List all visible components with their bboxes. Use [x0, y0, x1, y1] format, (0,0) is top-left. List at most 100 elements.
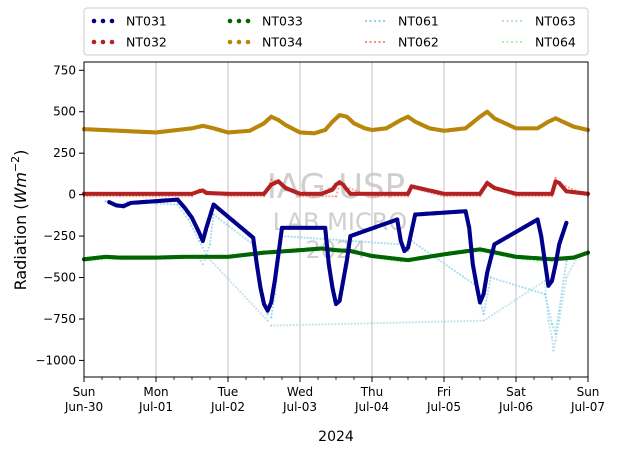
data-point — [216, 266, 219, 270]
data-point — [563, 289, 566, 292]
legend-entry-NT034: NT034 — [227, 35, 303, 50]
data-point — [209, 239, 212, 243]
data-point — [414, 321, 418, 324]
data-point — [313, 237, 316, 240]
data-point — [232, 283, 235, 286]
data-point — [560, 296, 563, 299]
data-point — [309, 236, 312, 240]
data-point — [518, 296, 521, 299]
data-point — [305, 323, 308, 326]
data-point — [166, 202, 169, 206]
data-point — [292, 323, 295, 327]
data-point — [564, 266, 567, 269]
data-point — [482, 319, 485, 322]
legend-marker — [245, 18, 251, 24]
legend-marker — [501, 19, 505, 23]
y-tick-label: 250 — [53, 146, 76, 160]
data-point — [225, 223, 228, 226]
data-point — [504, 305, 507, 308]
legend-marker — [245, 39, 251, 45]
data-point — [271, 306, 274, 309]
y-tick-label: 750 — [53, 63, 76, 77]
data-point — [453, 269, 456, 272]
data-point — [185, 215, 188, 218]
data-point — [459, 273, 462, 276]
data-point — [440, 320, 443, 323]
data-point — [364, 240, 367, 244]
data-point — [199, 243, 203, 246]
data-point — [341, 239, 345, 242]
data-point — [524, 292, 527, 295]
legend-marker — [236, 18, 242, 24]
legend-entry-NT031: NT031 — [91, 14, 167, 29]
legend-marker — [373, 19, 377, 23]
data-point — [486, 293, 489, 296]
data-point — [559, 312, 562, 316]
data-point — [505, 281, 508, 284]
data-point — [201, 246, 204, 249]
data-point — [544, 286, 547, 289]
data-point — [218, 269, 222, 272]
data-point — [537, 291, 540, 294]
legend-marker — [100, 39, 106, 45]
legend-marker — [378, 40, 381, 44]
data-point — [559, 302, 562, 306]
data-point — [565, 276, 568, 279]
legend-marker — [506, 19, 509, 23]
data-point — [569, 267, 573, 271]
legend-marker — [369, 40, 372, 44]
data-point — [559, 309, 562, 312]
data-point — [549, 329, 552, 332]
data-point — [300, 236, 303, 239]
data-point — [227, 278, 231, 282]
data-point — [445, 264, 448, 267]
y-tick-label: −750 — [43, 312, 76, 326]
data-point — [573, 262, 576, 265]
x-tick-label-date: Jul-02 — [210, 400, 245, 414]
data-point — [560, 306, 563, 309]
data-point — [389, 321, 392, 324]
data-point — [379, 321, 382, 325]
data-point — [270, 312, 273, 316]
data-point — [448, 266, 451, 269]
data-point — [351, 239, 354, 243]
data-point — [437, 258, 440, 261]
data-point — [306, 236, 309, 239]
data-point — [239, 290, 242, 293]
data-point — [553, 342, 556, 345]
data-point — [299, 323, 302, 327]
data-point — [550, 319, 553, 322]
data-point — [567, 186, 570, 189]
data-point — [385, 321, 389, 324]
data-point — [289, 324, 292, 327]
data-point — [502, 280, 505, 283]
data-point — [472, 319, 476, 322]
data-point — [440, 260, 443, 263]
data-point — [527, 288, 531, 291]
series-NT031 — [107, 197, 569, 313]
data-point — [556, 319, 559, 322]
data-point — [562, 276, 566, 279]
data-point — [319, 237, 322, 240]
data-point — [348, 187, 351, 190]
x-tick-label-day: Fri — [437, 385, 451, 399]
data-point — [560, 302, 564, 306]
data-point — [571, 265, 574, 268]
legend-label: NT033 — [262, 14, 303, 29]
data-point — [538, 283, 541, 286]
data-point — [303, 236, 306, 239]
data-point — [270, 316, 273, 319]
data-point — [344, 322, 347, 325]
data-point — [557, 312, 560, 316]
data-point — [463, 319, 466, 323]
data-point — [246, 297, 249, 301]
x-tick-label-day: Thu — [360, 385, 384, 399]
data-point — [482, 312, 485, 316]
data-point — [357, 240, 361, 243]
legend-marker — [369, 19, 372, 23]
data-point — [496, 310, 499, 313]
data-point — [487, 289, 490, 292]
data-point — [284, 235, 287, 238]
x-tick-label-date: Jun-30 — [64, 400, 103, 414]
data-point — [282, 324, 286, 327]
